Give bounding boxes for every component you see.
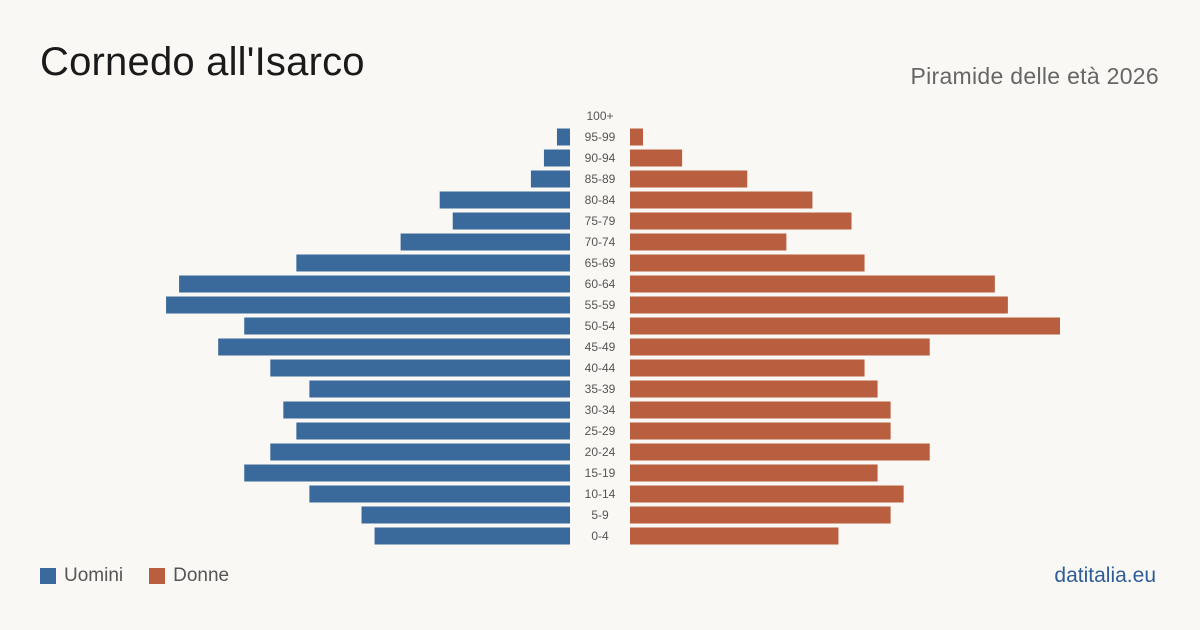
bar-women — [630, 464, 878, 482]
age-group-label: 50-54 — [585, 319, 616, 333]
bar-women — [630, 359, 865, 377]
bar-women — [630, 506, 891, 524]
age-group-label: 40-44 — [585, 361, 616, 375]
age-group-label: 95-99 — [585, 130, 616, 144]
bar-men — [452, 212, 570, 230]
bar-women — [630, 485, 904, 503]
legend-swatch-men — [40, 568, 56, 584]
bar-women — [630, 317, 1060, 335]
age-group-label: 5-9 — [591, 508, 609, 522]
chart-legend: Uomini Donne — [40, 565, 255, 587]
legend-item-men: Uomini — [40, 565, 123, 587]
age-group-label: 65-69 — [585, 256, 616, 270]
age-group-label: 75-79 — [585, 214, 616, 228]
population-pyramid-chart: 100+ 95-99 90-94 85-89 80-84 75-79 70-74 65-69 6… — [166, 109, 1060, 545]
bar-men — [530, 170, 570, 188]
age-group-label: 45-49 — [585, 340, 616, 354]
bar-men — [283, 401, 570, 419]
age-group-label: 70-74 — [585, 235, 616, 249]
bar-men — [309, 380, 570, 398]
age-group-label: 15-19 — [585, 466, 616, 480]
bar-women — [630, 191, 813, 209]
bar-men — [166, 296, 570, 314]
bar-women — [630, 296, 1008, 314]
chart-title: Cornedo all'Isarco — [40, 40, 365, 84]
bar-women — [630, 401, 891, 419]
legend-swatch-women — [149, 568, 166, 584]
age-group-label: 35-39 — [585, 382, 616, 396]
age-group-label: 80-84 — [585, 193, 616, 207]
bar-men — [296, 254, 570, 272]
source-link[interactable]: datitalia.eu — [1054, 564, 1156, 587]
age-group-label: 90-94 — [585, 151, 616, 165]
bar-men — [361, 506, 570, 524]
bar-women — [630, 443, 930, 461]
bar-men — [296, 422, 570, 440]
age-group-label: 25-29 — [585, 424, 616, 438]
age-group-label: 10-14 — [585, 487, 616, 501]
age-group-label: 100+ — [586, 109, 613, 123]
legend-item-women: Donne — [149, 565, 229, 587]
bar-women — [630, 275, 995, 293]
bar-women — [630, 254, 865, 272]
bar-women — [630, 422, 891, 440]
bar-men — [543, 149, 570, 167]
age-group-label: 55-59 — [585, 298, 616, 312]
chart-subtitle: Piramide delle età 2026 — [910, 63, 1159, 89]
bar-men — [400, 233, 570, 251]
bar-men — [218, 338, 570, 356]
bar-men — [439, 191, 570, 209]
bar-women — [630, 149, 683, 167]
legend-label-men: Uomini — [64, 565, 124, 586]
bar-women — [630, 212, 852, 230]
bar-women — [630, 338, 930, 356]
age-group-label: 60-64 — [585, 277, 616, 291]
bar-women — [630, 128, 644, 146]
bar-men — [270, 359, 570, 377]
age-group-label: 30-34 — [585, 403, 616, 417]
bar-men — [244, 464, 570, 482]
legend-label-women: Donne — [173, 565, 230, 586]
bar-women — [630, 527, 839, 545]
bar-men — [309, 485, 570, 503]
bar-women — [630, 380, 878, 398]
bar-men — [374, 527, 570, 545]
bar-men — [270, 443, 570, 461]
age-group-label: 0-4 — [591, 529, 609, 543]
age-group-label: 85-89 — [585, 172, 616, 186]
bar-men — [244, 317, 570, 335]
bar-men — [179, 275, 570, 293]
bar-women — [630, 170, 748, 188]
bar-women — [630, 233, 787, 251]
bar-men — [556, 128, 570, 146]
age-group-label: 20-24 — [585, 445, 616, 459]
